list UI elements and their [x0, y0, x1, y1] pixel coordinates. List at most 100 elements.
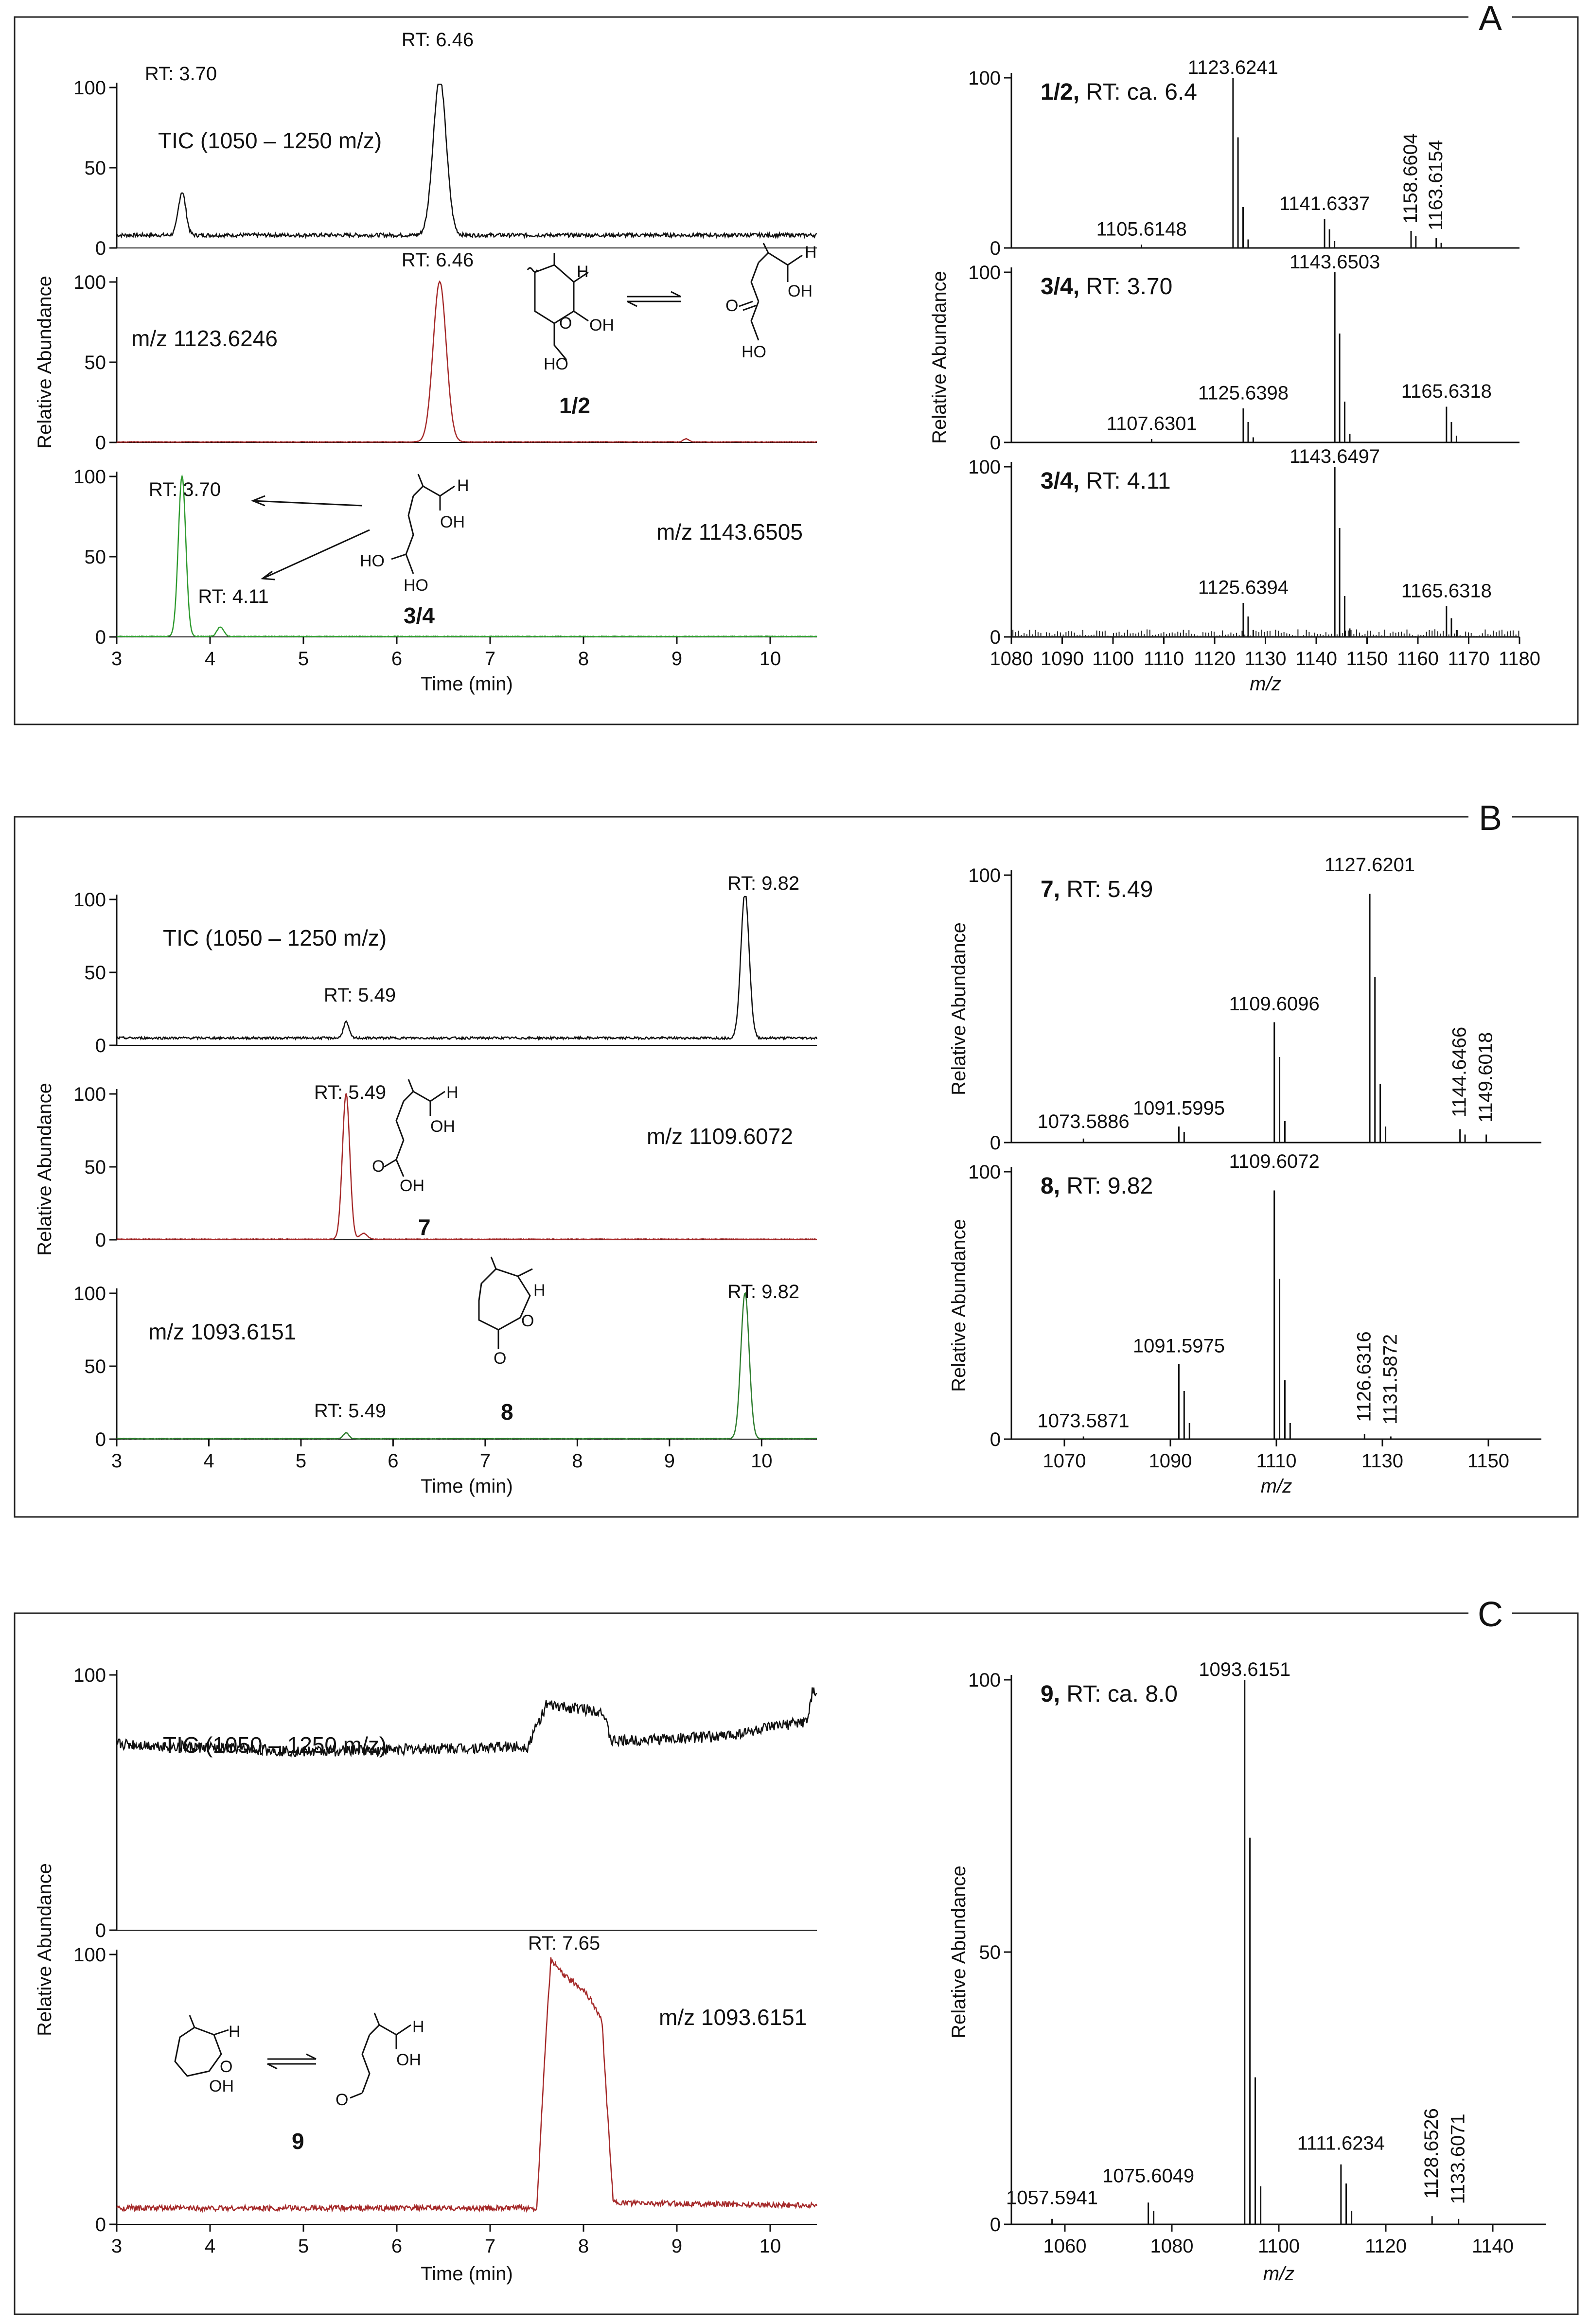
panel-a-label: A [1479, 0, 1502, 38]
compound-7: 7 [418, 1215, 431, 1240]
chrom-trace-A-1123 [116, 280, 817, 443]
ms-y-tick-label: 100 [968, 457, 1001, 478]
s12-oh: OH [589, 316, 614, 335]
s9b-o: O [336, 2091, 348, 2109]
chrom-x-tick-label: 9 [671, 648, 682, 669]
chrom-x-tick-label: 4 [205, 2236, 215, 2257]
chrom-x-tick-label: 10 [760, 648, 781, 669]
s12-ho: HO [544, 355, 568, 373]
chrom-y-tick-label: 0 [95, 627, 106, 648]
chrom-y-tick-label: 50 [85, 1157, 106, 1178]
chrom-y-tick-label: 0 [95, 432, 106, 454]
compound-9: 9 [292, 2129, 304, 2154]
ms-peak-label: 1165.6318 [1401, 381, 1492, 402]
chrom-x-tick-label: 4 [205, 648, 215, 669]
ms-x-tick-label: 1140 [1295, 648, 1337, 669]
chrom-y-tick-label: 0 [95, 1230, 106, 1251]
ms-peak-label: 1131.5872 [1379, 1334, 1401, 1425]
rt-annotation: RT: 9.82 [727, 873, 799, 894]
ms-y-tick-label: 100 [968, 1162, 1001, 1183]
s12b-h: H [805, 243, 817, 262]
ms-y-axis-title: Relative Abundance [948, 1866, 970, 2039]
ms-peak-label: 1149.6018 [1475, 1032, 1497, 1123]
ms-peak-label: 1075.6049 [1102, 2166, 1194, 2187]
compound-8: 8 [501, 1399, 513, 1425]
rt-annotation: RT: 9.82 [727, 1281, 799, 1303]
ms-peak-label: 1144.6466 [1449, 1027, 1470, 1117]
chrom-y-tick-label: 50 [85, 1356, 106, 1377]
chrom-x-tick-label: 3 [111, 1450, 122, 1472]
ms-peak-label: 1163.6154 [1425, 140, 1447, 230]
ms-y-tick-label: 0 [990, 1429, 1001, 1450]
panel-a-frame [14, 16, 1579, 725]
ms-peak-label: 1141.6337 [1279, 193, 1370, 214]
chrom-x-tick-label: 3 [111, 648, 122, 669]
chrom-y-axis-title: Relative Abundance [34, 1863, 55, 2036]
chrom-x-axis-title: Time (min) [421, 1476, 513, 1497]
chrom-y-tick-label: 100 [73, 1665, 106, 1686]
chrom-x-axis-title: Time (min) [421, 673, 513, 695]
s9-o: O [220, 2058, 232, 2076]
ms-peak-label: 1143.6503 [1290, 251, 1380, 273]
rt-annotation: RT: 6.46 [402, 29, 474, 51]
ms-x-tick-label: 1120 [1194, 648, 1236, 669]
ms-peak-label: 1123.6241 [1188, 57, 1278, 78]
chrom-y-tick-label: 100 [73, 1283, 106, 1304]
s9-oh: OH [209, 2077, 234, 2095]
ms-y-tick-label: 100 [968, 68, 1001, 89]
chrom-y-tick-label: 50 [85, 962, 106, 984]
ms-x-tick-label: 1150 [1346, 648, 1388, 669]
ms-spectrum-title: 8, RT: 9.82 [1041, 1173, 1153, 1199]
structure-7 [384, 1079, 445, 1177]
ms-peak-label: 1105.6148 [1096, 219, 1187, 240]
ms-x-axis-title: m/z [1250, 673, 1281, 695]
panel-b-frame [14, 816, 1579, 1518]
s8-h: H [533, 1281, 546, 1300]
chrom-x-tick-label: 5 [298, 648, 309, 669]
ms-x-tick-label: 1130 [1244, 648, 1286, 669]
ms-y-tick-label: 0 [990, 238, 1001, 259]
chrom-x-tick-label: 6 [391, 648, 402, 669]
ms-x-tick-label: 1140 [1472, 2236, 1514, 2257]
panel-b-label: B [1479, 799, 1502, 838]
chrom-x-tick-label: 7 [485, 648, 495, 669]
ms-x-tick-label: 1130 [1361, 1450, 1403, 1472]
ms-y-axis-title: Relative Abundance [948, 1219, 970, 1392]
s7-h: H [446, 1083, 459, 1102]
ms-y-tick-label: 0 [990, 2214, 1001, 2236]
a-1123-label: m/z 1123.6246 [131, 326, 278, 351]
s7-oh2: OH [400, 1177, 424, 1195]
s9b-oh: OH [396, 2051, 421, 2069]
ms-spectrum-title: 7, RT: 5.49 [1041, 877, 1153, 902]
ms-x-tick-label: 1070 [1043, 1450, 1086, 1472]
panel-c-label: C [1478, 1595, 1503, 1634]
ms-peak-label: 1057.5941 [1006, 2187, 1098, 2208]
chrom-y-tick-label: 100 [73, 77, 106, 99]
chrom-x-tick-label: 5 [296, 1450, 306, 1472]
ms-peak-label: 1073.5886 [1038, 1111, 1130, 1132]
chrom-y-tick-label: 0 [95, 238, 106, 259]
s12b-ho: HO [742, 343, 766, 361]
ms-x-tick-label: 1170 [1448, 648, 1489, 669]
s34-oh2: HO [404, 576, 428, 595]
ms-x-tick-label: 1060 [1043, 2236, 1087, 2257]
ms-peak-label: 1109.6072 [1229, 1151, 1320, 1172]
chrom-x-tick-label: 7 [485, 2236, 495, 2257]
chrom-trace-A-tic [116, 84, 817, 240]
ms-peak-label: 1073.5871 [1038, 1410, 1130, 1432]
b-tic-label: TIC (1050 – 1250 m/z) [163, 925, 387, 951]
chrom-y-tick-label: 100 [73, 1084, 106, 1105]
ms-x-tick-label: 1150 [1467, 1450, 1509, 1472]
ms-peak-label: 1125.6398 [1198, 383, 1289, 404]
rt-annotation: RT: 6.46 [402, 249, 474, 271]
ms-spectrum-title: 3/4, RT: 4.11 [1041, 468, 1171, 494]
s12b-oh: OH [788, 282, 813, 300]
compound-1-2: 1/2 [559, 393, 590, 418]
ms-x-tick-label: 1180 [1499, 648, 1540, 669]
ms-peak-label: 1127.6201 [1325, 854, 1415, 876]
ms-x-axis-title: m/z [1263, 2263, 1294, 2285]
ms-x-tick-label: 1090 [1041, 648, 1084, 669]
ms-peak-label: 1128.6526 [1421, 2108, 1442, 2199]
ms-x-tick-label: 1090 [1149, 1450, 1192, 1472]
rt-annotation: RT: 5.49 [324, 985, 396, 1006]
